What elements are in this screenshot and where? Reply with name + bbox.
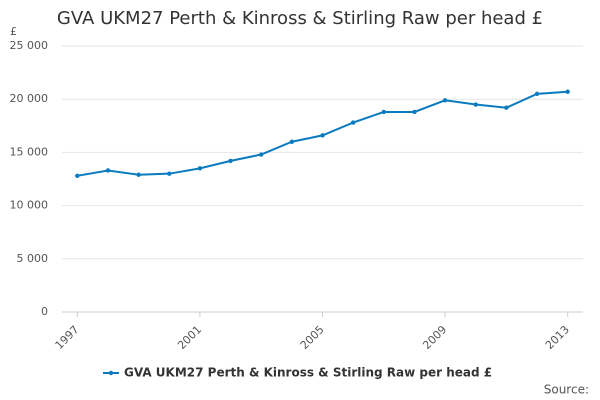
data-point bbox=[381, 109, 386, 115]
data-point bbox=[289, 139, 295, 144]
y-unit-label: £ bbox=[10, 25, 17, 38]
data-point bbox=[504, 105, 509, 110]
data-point bbox=[473, 102, 478, 107]
data-point bbox=[350, 120, 356, 125]
data-point bbox=[442, 98, 448, 103]
data-point bbox=[167, 171, 172, 176]
data-point bbox=[565, 89, 570, 94]
chart-title: GVA UKM27 Perth & Kinross & Stirling Raw… bbox=[57, 8, 543, 29]
data-point bbox=[197, 166, 203, 171]
source-label: Source: bbox=[544, 383, 589, 397]
x-tick-label: 1997 bbox=[53, 323, 82, 352]
y-tick-label: 5 000 bbox=[17, 252, 49, 265]
data-point bbox=[228, 158, 233, 164]
legend-marker bbox=[108, 370, 114, 376]
data-point bbox=[412, 109, 417, 115]
data-point bbox=[136, 172, 141, 177]
data-point bbox=[259, 152, 264, 157]
data-point bbox=[75, 173, 80, 179]
data-point bbox=[105, 168, 111, 173]
x-tick-label: 2001 bbox=[175, 323, 204, 352]
y-tick-label: 15 000 bbox=[10, 145, 49, 158]
y-tick-label: 0 bbox=[41, 305, 48, 318]
y-tick-label: 10 000 bbox=[10, 199, 49, 212]
data-point bbox=[534, 91, 540, 97]
x-tick-label: 2009 bbox=[420, 323, 449, 352]
legend-label: GVA UKM27 Perth & Kinross & Stirling Raw… bbox=[124, 366, 492, 380]
y-tick-label: 25 000 bbox=[10, 39, 49, 52]
x-tick-label: 2013 bbox=[543, 323, 572, 352]
data-point bbox=[320, 133, 325, 138]
x-tick-label: 2005 bbox=[298, 323, 327, 352]
y-tick-label: 20 000 bbox=[10, 92, 49, 105]
